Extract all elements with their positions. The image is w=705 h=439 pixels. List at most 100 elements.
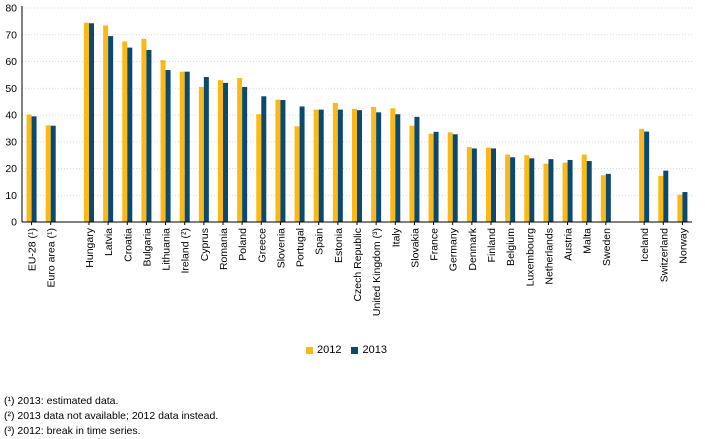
- x-tick-label: Luxembourg: [524, 228, 536, 287]
- x-tick-label: Slovakia: [409, 228, 421, 268]
- bar-2012: [84, 22, 89, 223]
- x-tick-label: Estonia: [333, 228, 345, 263]
- bar-2013: [529, 158, 535, 222]
- bar-2013: [644, 131, 650, 222]
- x-tick-label: Greece: [256, 228, 268, 263]
- x-tick-label: Ireland (²): [180, 228, 192, 274]
- x-tick-label: Czech Republic: [352, 228, 364, 302]
- y-tick-label: 80: [5, 3, 17, 15]
- bar-2012: [45, 125, 51, 222]
- bar-2013: [127, 47, 133, 223]
- x-tick-label: Sweden: [601, 228, 613, 266]
- bar-2013: [165, 70, 171, 222]
- y-tick-label: 30: [5, 136, 17, 148]
- bar-chart: 0 10 20 30 40 50 60 70 80 EU-28 (¹) Euro area (¹)…: [5, 3, 692, 316]
- bar-2013: [280, 100, 286, 222]
- legend-label-2013: 2013: [362, 344, 387, 356]
- bar-2012: [237, 78, 243, 223]
- bar-2013: [223, 82, 228, 223]
- legend-item-2013: 2013: [351, 344, 387, 356]
- x-tick-label: Switzerland: [658, 228, 670, 282]
- x-tick-label: Denmark: [467, 227, 479, 270]
- x-tick-label: Iceland: [639, 228, 651, 262]
- bar-2012: [218, 80, 223, 222]
- x-tick-label: Bulgaria: [141, 228, 153, 267]
- bar-2012: [600, 175, 606, 222]
- bar-2012: [524, 155, 530, 222]
- bar-2012: [562, 162, 568, 222]
- bars: [26, 22, 688, 223]
- bar-2012: [505, 154, 511, 222]
- legend-label-2012: 2012: [317, 344, 342, 356]
- bar-2012: [160, 60, 166, 222]
- bar-2012: [639, 128, 645, 222]
- axes: [21, 6, 692, 225]
- bar-2012: [486, 147, 491, 222]
- x-tick-label: Slovenia: [275, 228, 287, 268]
- x-tick-label: Romania: [218, 228, 230, 270]
- x-tick-label: Hungary: [84, 227, 96, 267]
- bar-2013: [242, 86, 248, 222]
- x-tick-label: France: [429, 228, 441, 261]
- x-tick-label: Belgium: [505, 228, 517, 266]
- bar-2013: [586, 161, 592, 222]
- bar-2013: [452, 134, 458, 222]
- bar-2012: [409, 125, 415, 222]
- bar-2012: [658, 175, 664, 222]
- footnote-1: (¹) 2013: estimated data.: [4, 395, 119, 407]
- bar-2012: [428, 133, 434, 222]
- gridlines: [22, 7, 692, 196]
- bar-2013: [548, 159, 554, 222]
- bar-2013: [337, 109, 343, 222]
- bar-2012: [543, 163, 549, 222]
- legend-swatch-2012: [306, 346, 313, 354]
- x-tick-labels: EU-28 (¹) Euro area (¹) Hungary Latvia Croat…: [27, 227, 690, 316]
- bar-2013: [682, 192, 688, 222]
- y-tick-label: 0: [11, 217, 17, 229]
- bar-2013: [510, 157, 516, 222]
- bar-2012: [390, 108, 396, 222]
- x-tick-label: United Kingdom (³): [371, 228, 383, 316]
- x-tick-label: Latvia: [103, 228, 115, 256]
- bar-2013: [395, 114, 401, 222]
- bar-2012: [677, 194, 683, 222]
- legend-item-2012: 2012: [306, 344, 341, 356]
- x-tick-label: Germany: [448, 227, 460, 271]
- bar-2013: [567, 159, 573, 222]
- x-tick-label: Malta: [582, 228, 594, 254]
- bar-2012: [122, 41, 128, 222]
- bar-2012: [256, 114, 262, 222]
- y-tick-label: 70: [5, 29, 17, 41]
- x-tick-label: Poland: [237, 228, 249, 261]
- bar-2013: [146, 49, 152, 223]
- bar-2012: [352, 108, 357, 222]
- bar-2013: [184, 71, 190, 222]
- x-tick-label: Finland: [486, 228, 498, 263]
- bar-2013: [299, 106, 305, 222]
- bar-2012: [141, 38, 147, 223]
- x-tick-label: Cyprus: [199, 228, 211, 261]
- bar-2013: [471, 148, 477, 222]
- bar-2012: [294, 126, 300, 222]
- bar-2013: [376, 112, 382, 222]
- bar-2013: [433, 131, 439, 222]
- bar-2013: [357, 110, 362, 222]
- bar-2013: [491, 148, 496, 222]
- bar-2012: [26, 114, 32, 222]
- bar-2013: [414, 116, 420, 222]
- footnote-3: (³) 2012: break in time series.: [4, 425, 141, 437]
- x-tick-label: Italy: [390, 227, 402, 247]
- bar-2012: [332, 102, 338, 222]
- bar-2012: [581, 154, 587, 222]
- x-tick-label: Spain: [314, 228, 326, 255]
- bar-2012: [179, 71, 185, 222]
- bar-2012: [198, 86, 204, 222]
- bar-2013: [261, 96, 267, 222]
- y-tick-label: 20: [5, 163, 17, 175]
- bar-2012: [371, 106, 377, 222]
- footnotes: (¹) 2013: estimated data. (²) 2013 data …: [4, 394, 218, 439]
- bar-2012: [103, 25, 109, 223]
- x-tick-label: Portugal: [295, 228, 307, 267]
- x-tick-label: Norway: [677, 227, 689, 263]
- bar-2013: [203, 77, 209, 222]
